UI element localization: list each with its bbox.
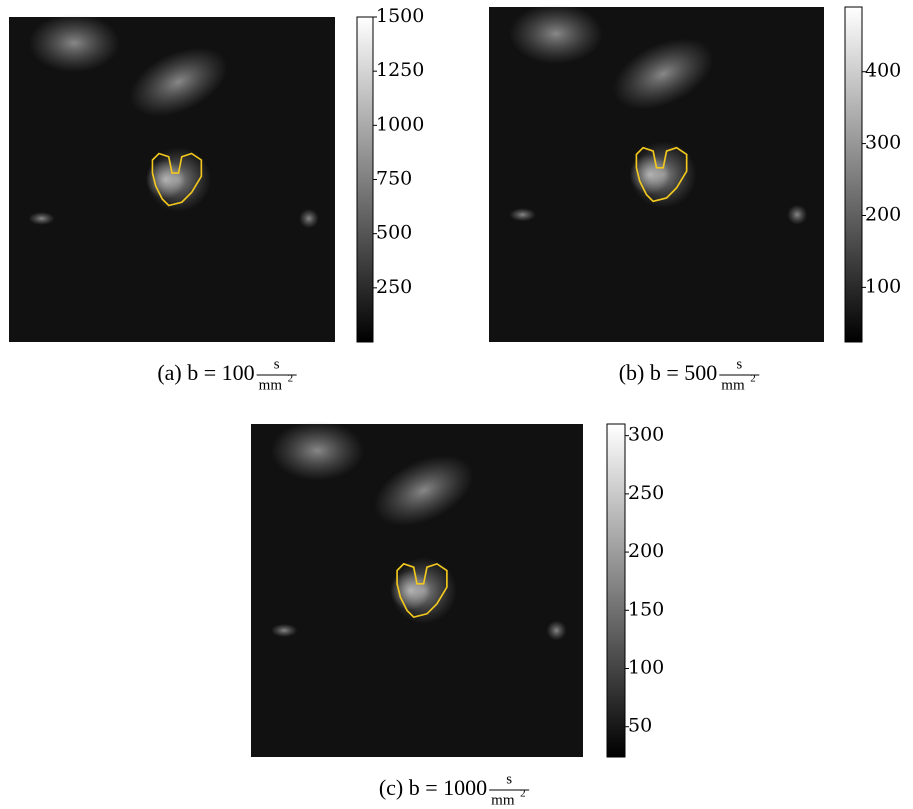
unit-denominator: mm xyxy=(259,377,283,393)
colorbar-tick-label: 100 xyxy=(628,657,664,679)
mri-image-a xyxy=(9,14,335,342)
colorbar xyxy=(607,424,625,757)
colorbar-tick-label: 400 xyxy=(865,60,901,82)
unit-numerator: s xyxy=(736,356,742,372)
colorbar-tick-label: 200 xyxy=(865,203,901,225)
unit-numerator: s xyxy=(274,356,280,372)
colorbar-tick-label: 1500 xyxy=(376,5,424,27)
colorbar-tick-label: 500 xyxy=(376,222,412,244)
unit-denominator: mm xyxy=(721,377,745,393)
colorbar-tick-label: 300 xyxy=(865,132,901,154)
colorbar-tick-label: 50 xyxy=(628,715,652,737)
colorbar-tick-label: 750 xyxy=(376,168,412,190)
colorbar-tick-label: 150 xyxy=(628,598,664,620)
colorbar-tick-label: 100 xyxy=(865,275,901,297)
mri-image-c xyxy=(251,421,583,757)
mri-image-b xyxy=(489,4,824,342)
colorbar-tick-label: 300 xyxy=(628,424,664,446)
caption: (a) b = 100 xyxy=(157,360,254,385)
unit-numerator: s xyxy=(506,771,512,787)
colorbar-tick-label: 250 xyxy=(376,276,412,298)
colorbar xyxy=(357,17,373,342)
colorbar-tick-label: 1250 xyxy=(376,59,424,81)
caption: (c) b = 1000 xyxy=(379,775,487,800)
unit-exponent: 2 xyxy=(288,373,294,385)
caption: (b) b = 500 xyxy=(619,360,718,385)
colorbar-tick-label: 200 xyxy=(628,540,664,562)
figure: 250500750100012501500(a) b = 100smm21002… xyxy=(0,0,913,809)
unit-denominator: mm xyxy=(491,792,515,808)
unit-exponent: 2 xyxy=(520,788,526,800)
unit-exponent: 2 xyxy=(750,373,756,385)
colorbar-tick-label: 250 xyxy=(628,482,664,504)
colorbar-tick-label: 1000 xyxy=(376,113,424,135)
colorbar xyxy=(845,7,862,342)
